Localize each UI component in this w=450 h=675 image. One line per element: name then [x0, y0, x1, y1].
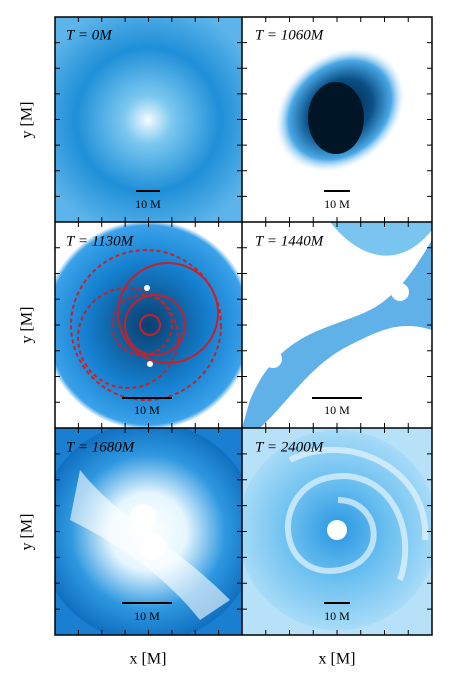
scale-label: 10 M	[324, 609, 350, 623]
scale-label: 10 M	[135, 197, 161, 211]
y-axis-label: y [M]	[19, 514, 36, 551]
y-axis-label: y [M]	[19, 102, 36, 139]
time-label: T = 1440M	[255, 233, 325, 249]
scale-label: 10 M	[324, 403, 350, 417]
panel-labels: T = 0M T = 1060M T = 1130M T = 1440M T =…	[66, 27, 325, 455]
panel-images	[55, 17, 432, 635]
scale-bars	[122, 190, 362, 604]
time-label: T = 2400M	[255, 439, 325, 455]
time-label: T = 1130M	[66, 233, 135, 249]
time-label: T = 1060M	[255, 27, 325, 43]
scale-label: 10 M	[134, 609, 160, 623]
scale-label: 10 M	[324, 197, 350, 211]
scale-label: 10 M	[134, 403, 160, 417]
x-axis-label: x [M]	[130, 651, 167, 668]
y-axis-label: y [M]	[19, 307, 36, 344]
x-axis-label: x [M]	[319, 651, 356, 668]
scale-labels: 10 M 10 M 10 M 10 M 10 M 10 M	[134, 197, 350, 623]
axis-labels: y [M] y [M] y [M] x [M] x [M]	[19, 102, 356, 668]
time-label: T = 1680M	[66, 439, 136, 455]
time-label: T = 0M	[66, 27, 113, 43]
edge-ticks	[55, 17, 432, 635]
